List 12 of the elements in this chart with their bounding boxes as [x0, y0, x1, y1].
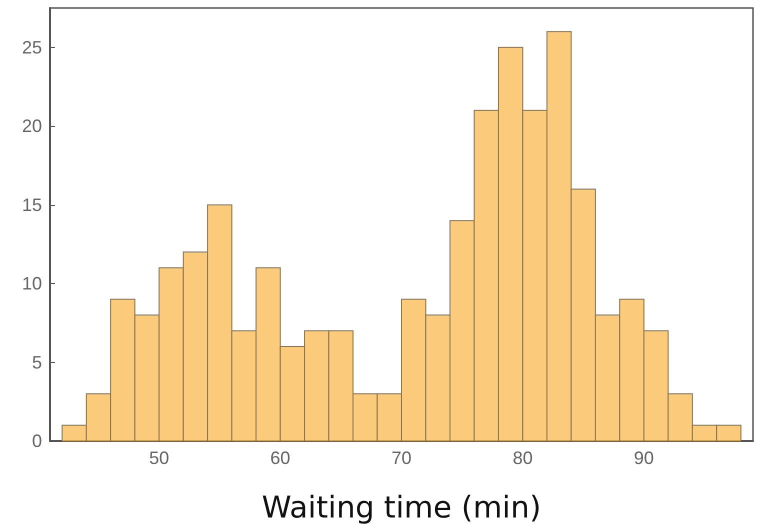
- y-tick-label: 20: [22, 116, 42, 136]
- y-tick-label: 0: [32, 431, 42, 451]
- y-tick-label: 10: [22, 274, 42, 294]
- y-tick-label: 5: [32, 352, 42, 372]
- x-tick-label: 60: [270, 448, 290, 468]
- y-tick-label: 15: [22, 194, 42, 215]
- x-tick-label: 80: [512, 448, 533, 468]
- x-tick-label: 90: [634, 448, 654, 468]
- x-axis-title: Waiting time (min): [262, 490, 542, 526]
- y-tick-label: 25: [22, 37, 42, 58]
- x-tick-label: 50: [149, 448, 170, 468]
- x-tick-label: 70: [391, 448, 412, 468]
